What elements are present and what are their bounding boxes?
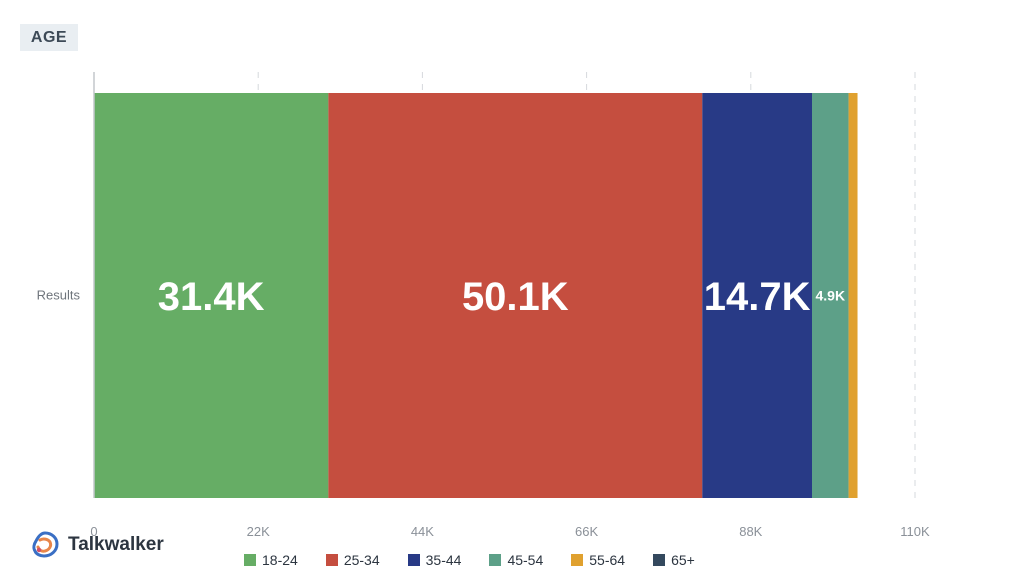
value-labels: 31.4K 50.1K 14.7K 4.9K <box>158 275 845 319</box>
legend-swatch <box>489 554 502 566</box>
legend-label: 18-24 <box>262 552 298 568</box>
bar-segment-55-64 <box>848 93 858 498</box>
data-label-45-54: 4.9K <box>815 288 845 304</box>
bar-segment-35-44 <box>702 93 813 498</box>
bar-segment-18-24 <box>94 93 329 498</box>
chart-legend: 18-24 25-34 35-44 45-54 55-64 65+ <box>244 552 723 568</box>
legend-label: 55-64 <box>589 552 626 568</box>
legend-swatch <box>244 554 256 566</box>
x-tick-label: 66K <box>575 524 598 539</box>
x-tick-label: 22K <box>247 524 270 539</box>
brand: Talkwalker <box>30 530 164 560</box>
legend-swatch <box>571 554 584 566</box>
legend-label: 35-44 <box>425 552 462 568</box>
x-tick-label: 110K <box>900 524 930 539</box>
legend-label: 25-34 <box>343 552 380 568</box>
x-tick-label: 0 <box>90 524 97 539</box>
bar-segment-25-34 <box>328 93 703 498</box>
chart-title: AGE <box>20 24 78 51</box>
legend-swatch <box>325 554 338 566</box>
legend-item[interactable]: 65+ <box>653 552 695 568</box>
category-label: Results <box>37 288 81 303</box>
legend-item[interactable]: 55-64 <box>571 552 625 568</box>
data-label-18-24: 31.4K <box>158 275 265 319</box>
legend-swatch <box>653 554 666 566</box>
brand-name: Talkwalker <box>68 534 164 555</box>
legend-label: 45-54 <box>507 552 544 568</box>
x-tick-label: 88K <box>739 524 762 539</box>
bar-segment-45-54 <box>812 93 849 498</box>
legend-swatch <box>407 554 420 566</box>
x-tick-label: 44K <box>411 524 434 539</box>
legend-item[interactable]: 35-44 <box>407 552 462 568</box>
legend-item[interactable]: 18-24 <box>244 552 298 568</box>
legend-item[interactable]: 45-54 <box>489 552 543 568</box>
legend-label: 65+ <box>671 552 695 568</box>
data-label-35-44: 14.7K <box>704 275 811 319</box>
bars <box>94 93 858 498</box>
axes: 0 22K 44K 66K 88K 110K Results <box>37 72 930 539</box>
talkwalker-logo-icon <box>32 531 59 558</box>
legend-item[interactable]: 25-34 <box>325 552 380 568</box>
data-label-25-34: 50.1K <box>462 275 569 319</box>
